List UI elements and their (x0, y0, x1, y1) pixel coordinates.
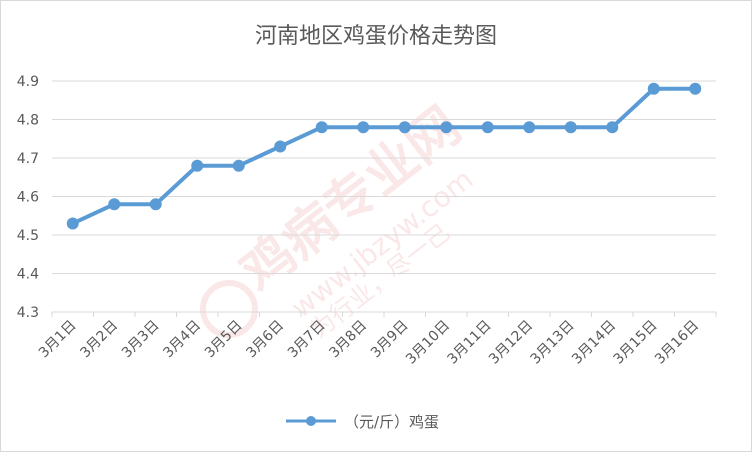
data-point (315, 121, 328, 134)
y-tick-label: 4.5 (17, 228, 39, 244)
data-point (66, 217, 79, 230)
data-point (440, 121, 453, 134)
data-point (108, 198, 121, 211)
data-point (149, 198, 162, 211)
x-tick-label: 3月11日 (445, 318, 495, 368)
x-tick-label: 3月1日 (36, 318, 80, 362)
y-tick-label: 4.3 (17, 305, 39, 321)
x-axis-tick-labels: 3月1日3月2日3月3日3月4日3月5日3月6日3月7日3月8日3月9日3月10… (36, 312, 717, 368)
x-tick-label: 3月12日 (486, 318, 536, 368)
series-line (70, 86, 698, 226)
data-point (647, 82, 660, 95)
data-point (232, 159, 245, 172)
y-tick-label: 4.9 (17, 74, 39, 90)
data-point (689, 82, 702, 95)
y-tick-label: 4.6 (17, 190, 39, 206)
y-axis-tick-labels: 4.3 4.4 4.5 4.6 4.7 4.8 4.9 (17, 74, 39, 321)
x-tick-label: 3月15日 (611, 318, 661, 368)
watermark-logo: 鸡病专业网 www.jbzyw.com 为行业，尽一己 (200, 96, 479, 344)
x-tick-label: 3月10日 (403, 318, 453, 368)
legend-label: （元/斤）鸡蛋 (344, 413, 439, 431)
x-tick-label: 3月16日 (652, 318, 702, 368)
x-tick-label: 3月14日 (569, 318, 619, 368)
watermark-emblem (200, 280, 258, 338)
x-tick-label: 3月13日 (528, 318, 578, 368)
legend-marker-swatch (306, 416, 316, 426)
y-tick-label: 4.8 (17, 113, 39, 129)
data-point (191, 159, 204, 172)
data-point (606, 121, 619, 134)
data-point (274, 140, 287, 153)
y-tick-label: 4.4 (17, 267, 39, 283)
x-tick-label: 3月2日 (77, 318, 121, 362)
chart-title: 河南地区鸡蛋价格走势图 (255, 24, 497, 49)
data-point (564, 121, 577, 134)
y-tick-label: 4.7 (17, 151, 39, 167)
data-point (481, 121, 494, 134)
x-tick-label: 3月4日 (160, 318, 204, 362)
data-point (398, 121, 411, 134)
series-layer (66, 82, 702, 230)
legend: （元/斤）鸡蛋 (286, 413, 439, 431)
data-point (357, 121, 370, 134)
x-tick-label: 3月3日 (119, 318, 163, 362)
data-point (523, 121, 536, 134)
